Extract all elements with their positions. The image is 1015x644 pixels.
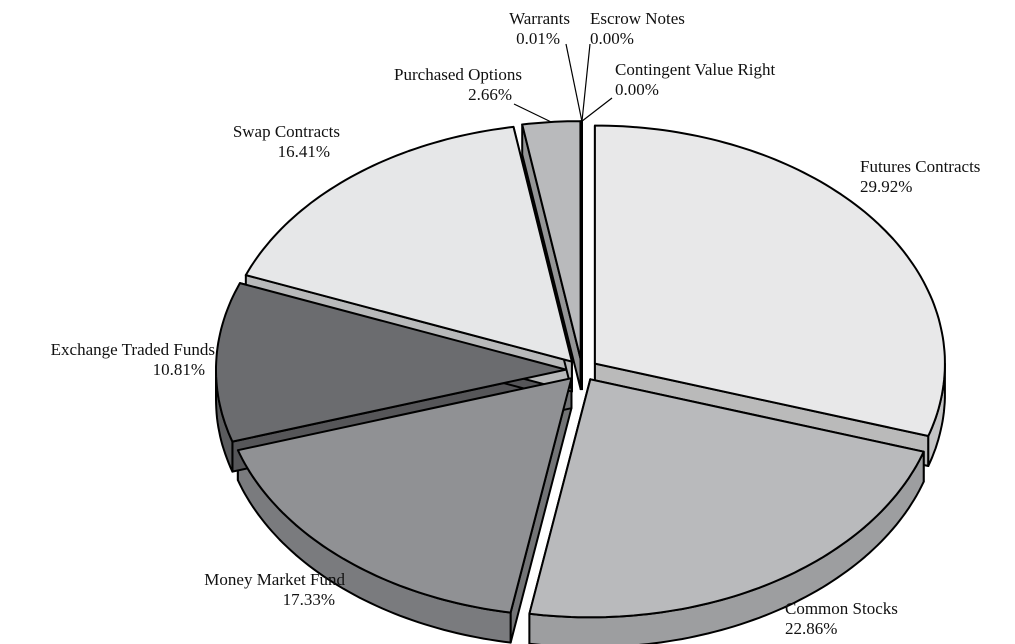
slice-label: Common Stocks — [785, 599, 898, 618]
slice-label: Warrants — [509, 9, 570, 28]
leader-line — [513, 103, 552, 123]
slice-label: Money Market Fund — [204, 570, 345, 589]
slice — [528, 378, 925, 619]
slice-value-label: 29.92% — [860, 177, 912, 196]
leader-line — [581, 97, 613, 122]
slice-label: Swap Contracts — [233, 122, 340, 141]
slice — [244, 125, 573, 363]
slice-value-label: 0.00% — [615, 80, 659, 99]
slice — [593, 124, 946, 437]
slice — [521, 120, 582, 361]
slice-label: Futures Contracts — [860, 157, 980, 176]
slice-value-label: 0.00% — [590, 29, 634, 48]
slice-value-label: 10.81% — [153, 360, 205, 379]
slice-value-label: 17.33% — [283, 590, 335, 609]
leader-line — [581, 43, 591, 122]
slice-value-label: 22.86% — [785, 619, 837, 638]
slice-label: Contingent Value Right — [615, 60, 776, 79]
slice-value-label: 0.01% — [516, 29, 560, 48]
slice — [236, 377, 573, 614]
slice-label: Purchased Options — [394, 65, 522, 84]
leader-line — [565, 43, 583, 122]
slice-value-label: 16.41% — [278, 142, 330, 161]
slice-label: Exchange Traded Funds — [51, 340, 215, 359]
slice-value-label: 2.66% — [468, 85, 512, 104]
slice — [215, 282, 567, 443]
slice-label: Escrow Notes — [590, 9, 685, 28]
